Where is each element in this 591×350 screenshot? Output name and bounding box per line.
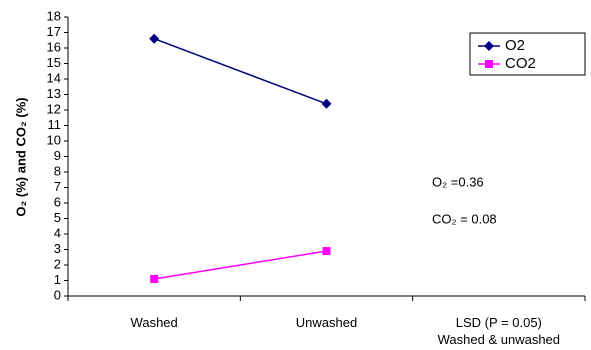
y-tick-label: 11 xyxy=(48,117,62,132)
y-tick-label: 1 xyxy=(54,272,61,287)
marker xyxy=(484,41,494,51)
y-tick-label: 4 xyxy=(54,225,61,240)
series-line xyxy=(154,250,327,280)
x-tick-label: Unwashed xyxy=(295,315,358,330)
marker xyxy=(149,33,160,44)
y-tick-label: 17 xyxy=(47,24,61,39)
y-tick-label: 14 xyxy=(47,70,61,85)
marker xyxy=(485,60,493,68)
y-tick-label: 5 xyxy=(54,210,61,225)
x-tick-label: Washed xyxy=(130,315,178,330)
y-tick-label: 12 xyxy=(47,101,61,116)
y-tick-label: 15 xyxy=(47,55,61,70)
y-tick-label: 18 xyxy=(47,8,61,23)
y-tick-label: 3 xyxy=(54,241,61,256)
y-tick-label: 0 xyxy=(54,287,61,302)
annotation: CO₂ = 0.08 xyxy=(432,211,497,226)
series-line xyxy=(153,37,327,105)
y-tick-label: 10 xyxy=(47,132,61,147)
legend-box xyxy=(469,32,586,76)
y-tick-label: 7 xyxy=(54,179,61,194)
y-tick-label: 2 xyxy=(54,256,61,271)
y-tick-label: 16 xyxy=(47,39,61,54)
legend-label: CO2 xyxy=(505,55,536,72)
y-tick-label: 6 xyxy=(54,194,61,209)
annotation: O₂ =0.36 xyxy=(432,174,484,189)
y-tick-label: 9 xyxy=(54,148,61,163)
x-tick-label: LSD (P = 0.05) Washed & unwashed xyxy=(437,315,561,347)
legend-label: O2 xyxy=(505,37,525,54)
y-tick-label: 8 xyxy=(54,163,61,178)
marker xyxy=(321,98,332,109)
y-axis-label: O₂ (%) and CO₂ (%) xyxy=(13,97,28,216)
marker xyxy=(150,274,159,283)
y-tick-label: 13 xyxy=(47,86,61,101)
marker xyxy=(322,247,331,256)
